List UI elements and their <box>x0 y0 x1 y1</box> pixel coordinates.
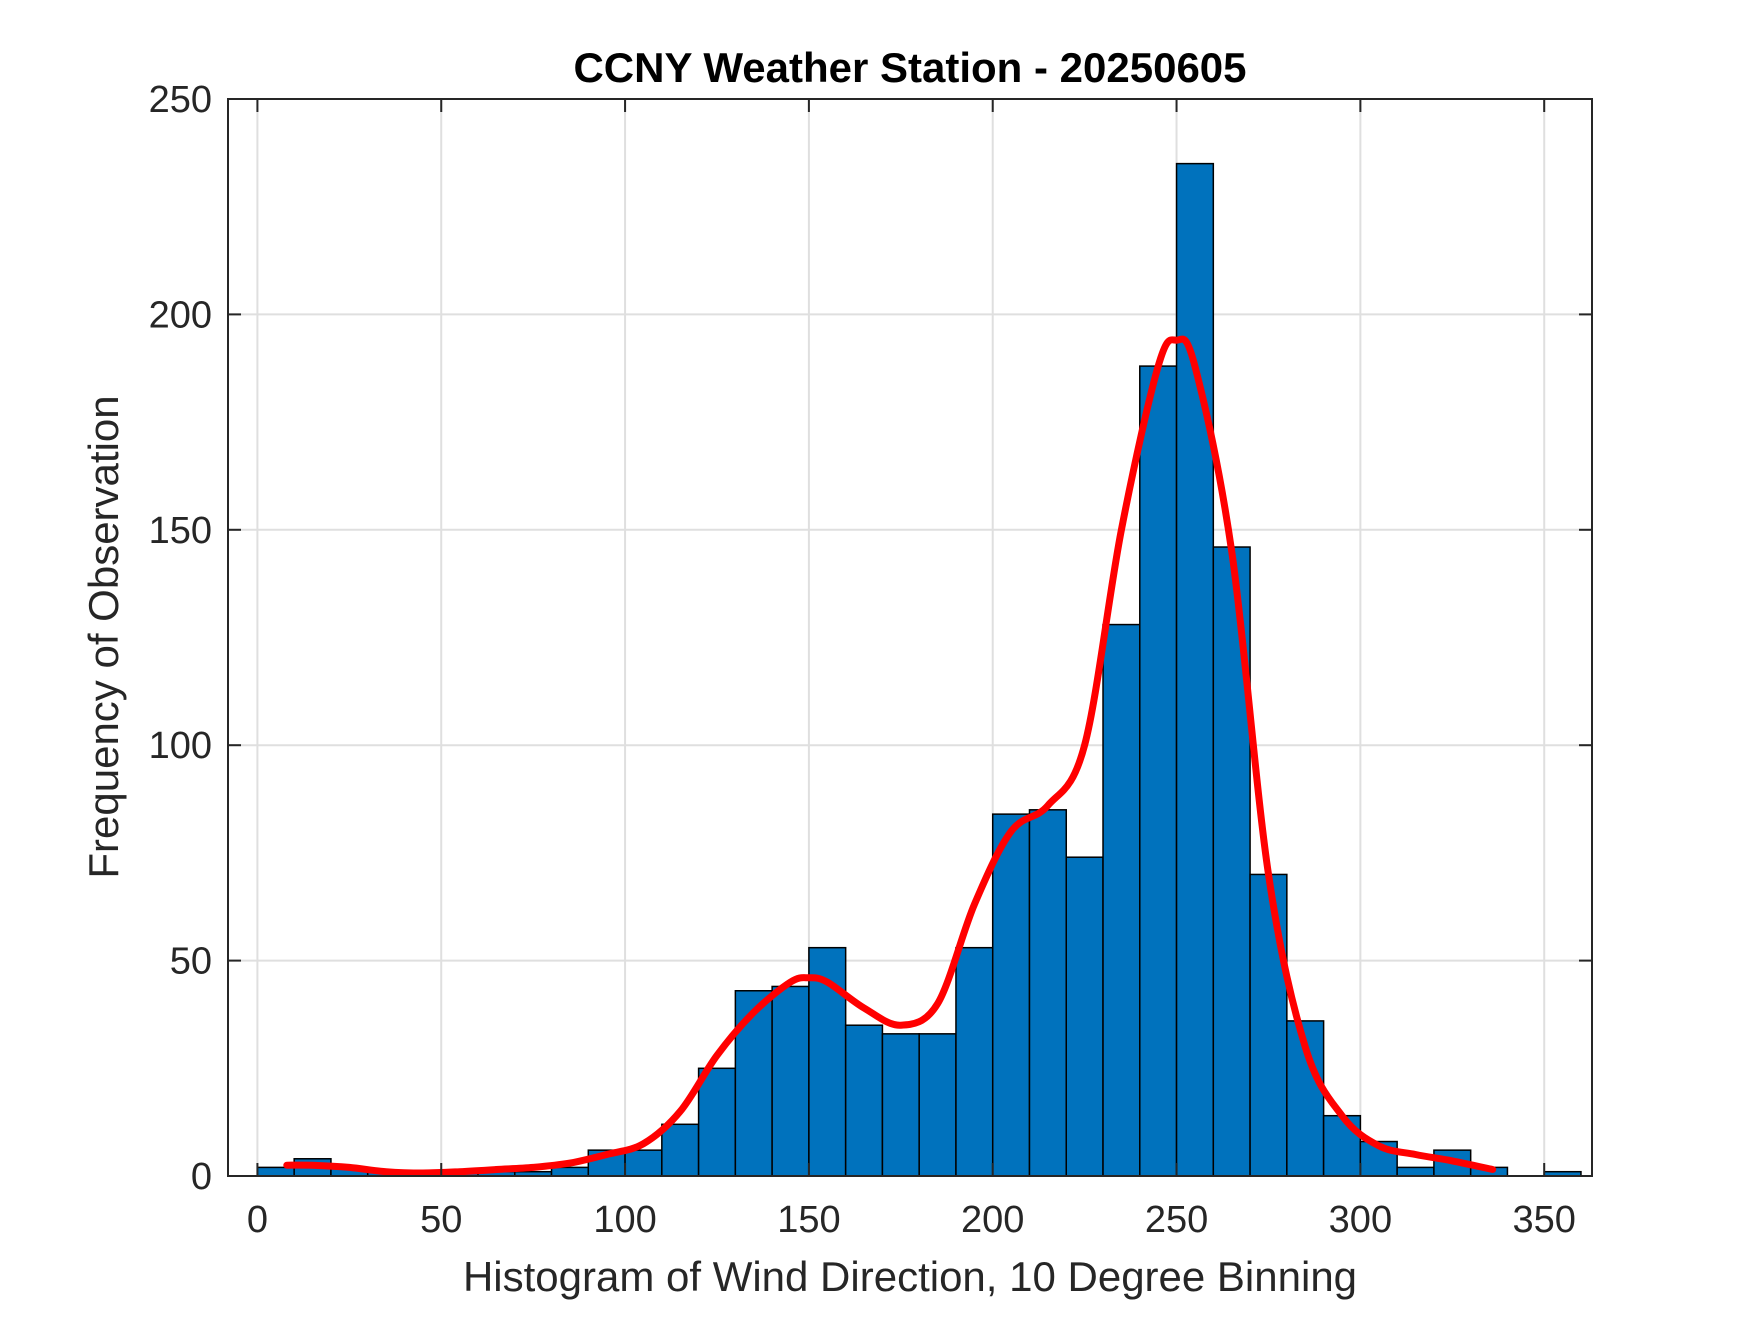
y-axis-label: Frequency of Observation <box>80 395 127 878</box>
histogram-bar <box>734 990 773 1177</box>
density-curve-layer <box>283 335 1497 1177</box>
x-tick-label: 200 <box>961 1199 1024 1241</box>
histogram-bar <box>1028 809 1068 1177</box>
y-tick-label: 50 <box>170 941 212 983</box>
histogram-bar <box>550 1166 590 1177</box>
x-tick-label: 50 <box>420 1199 462 1241</box>
x-tick-label: 0 <box>247 1199 268 1241</box>
y-tick-label: 150 <box>149 510 212 552</box>
density-curve <box>283 335 1497 1177</box>
x-tick-label: 250 <box>1145 1199 1208 1241</box>
histogram-bar <box>1175 162 1215 1177</box>
x-tick-label: 300 <box>1329 1199 1392 1241</box>
x-tick-label: 100 <box>593 1199 656 1241</box>
y-tick-label: 200 <box>149 294 212 336</box>
y-tick-label: 250 <box>149 79 212 121</box>
histogram-bar <box>1396 1166 1435 1177</box>
y-tick-label: 100 <box>149 725 212 767</box>
histogram-bar <box>1102 623 1141 1177</box>
x-axis-label: Histogram of Wind Direction, 10 Degree B… <box>463 1253 1357 1300</box>
chart-title: CCNY Weather Station - 20250605 <box>573 44 1246 91</box>
histogram-bar <box>844 1024 884 1177</box>
x-tick-label: 350 <box>1513 1199 1576 1241</box>
histogram-bar <box>918 1033 957 1177</box>
tick-labels: 0 50 100 150 200 250 300 350 0 50 100 150 200 250 <box>149 79 1576 1241</box>
histogram-bar <box>661 1123 700 1177</box>
histogram-bar <box>1139 365 1178 1177</box>
axes-box <box>227 98 1593 1177</box>
histogram-bar <box>955 946 994 1177</box>
histogram-bar <box>624 1149 663 1177</box>
plot-area <box>228 99 1592 1176</box>
histogram-bar <box>881 1033 920 1177</box>
histogram-bar <box>1249 873 1288 1177</box>
axis-ticks <box>228 98 1592 1177</box>
y-tick-label: 0 <box>191 1156 212 1198</box>
histogram-bar <box>697 1067 737 1177</box>
histogram-bar <box>991 813 1031 1177</box>
histogram-bar <box>1322 1114 1362 1177</box>
x-tick-label: 150 <box>777 1199 840 1241</box>
histogram-bar <box>1065 856 1104 1177</box>
histogram-bar <box>771 985 810 1177</box>
